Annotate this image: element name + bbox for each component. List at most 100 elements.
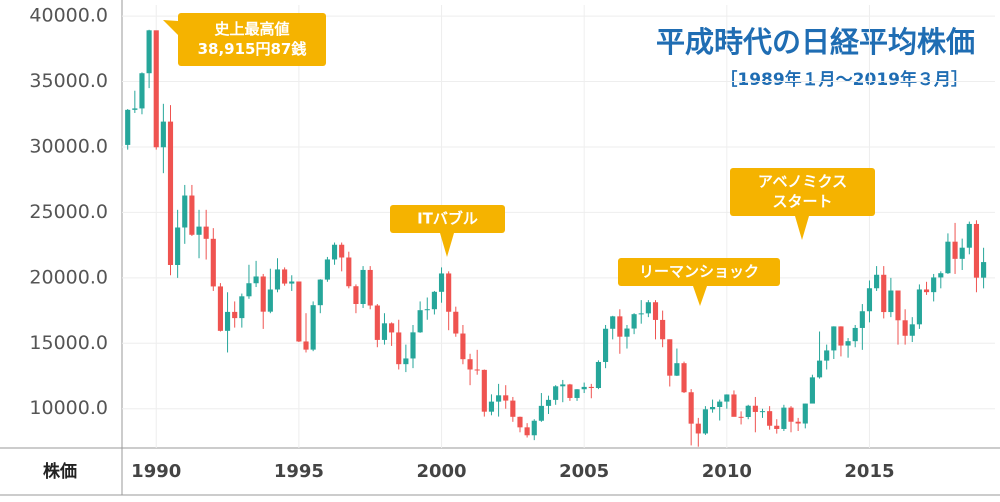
candle-body [916, 289, 922, 325]
candle-body [282, 269, 288, 284]
candle-body [481, 369, 487, 412]
candle-body [324, 259, 330, 280]
candle-body [895, 290, 901, 321]
candle-body [289, 281, 295, 284]
candle-body [274, 269, 281, 290]
candle-body [389, 323, 395, 333]
candle-body [189, 195, 195, 235]
candle-body [581, 386, 587, 390]
candle-body [802, 403, 808, 424]
candle-body [453, 311, 459, 334]
callout-box [730, 168, 875, 216]
candle-body [738, 416, 744, 418]
candle-body [567, 384, 573, 398]
callout-box [618, 258, 780, 286]
candle-body [881, 274, 887, 313]
candle-body [175, 227, 181, 265]
candle-body [538, 405, 544, 421]
candle-body [167, 121, 174, 265]
callout: 史上最高値 38,915円87銭 [163, 13, 326, 66]
callout-pointer [693, 286, 707, 306]
y-tick-label: 30000.0 [29, 135, 108, 157]
candle-body [781, 407, 787, 429]
candle-body [588, 386, 594, 389]
candle-body [125, 109, 131, 145]
candle-body [603, 328, 609, 362]
candle-body [545, 399, 552, 406]
candle-body [232, 311, 238, 319]
candle-body [410, 332, 416, 359]
callout-text: リーマンショック [639, 263, 759, 281]
candle-body [859, 311, 865, 328]
candle-body [774, 425, 780, 429]
x-tick-label: 1995 [274, 461, 324, 482]
callout-text: 38,915円87銭 [198, 40, 307, 58]
y-tick-label: 35000.0 [29, 70, 108, 92]
candle-body [182, 195, 188, 228]
candle-body [816, 360, 823, 378]
candle-body [809, 377, 815, 404]
candle-body [631, 314, 637, 329]
y-tick-label: 25000.0 [29, 201, 108, 223]
candle-body [224, 311, 231, 331]
candle-body [310, 305, 316, 350]
candle-body [367, 269, 373, 306]
candle-body [560, 384, 566, 387]
y-tick-label: 40000.0 [29, 5, 108, 27]
candle-body [595, 361, 602, 389]
callout-pointer [163, 20, 178, 35]
candle-body [838, 326, 844, 346]
callout: リーマンショック [618, 258, 780, 306]
candle-body [303, 341, 309, 350]
candle-body [531, 420, 537, 436]
candle-body [674, 363, 680, 376]
x-tick-label: 2000 [416, 461, 466, 482]
callout-box [178, 13, 326, 66]
candle-body [396, 332, 402, 365]
candle-body [488, 401, 495, 412]
candle-body [239, 296, 245, 319]
callout-box [390, 205, 505, 233]
candle-body [132, 108, 138, 110]
candle-body [203, 226, 209, 239]
candle-body [681, 363, 687, 393]
callout-text: ITバブル [417, 210, 478, 228]
candle-body [460, 333, 466, 360]
candle-body [952, 241, 958, 259]
candle-body [888, 290, 894, 313]
y-tick-label: 20000.0 [29, 266, 108, 288]
candle-body [688, 392, 694, 424]
candle-body [759, 411, 766, 413]
candle-body [438, 273, 445, 292]
candle-body [139, 73, 145, 109]
candle-body [959, 247, 965, 259]
candle-body [866, 288, 873, 312]
candle-body [795, 421, 801, 424]
candle-body [381, 323, 388, 340]
candle-body [317, 279, 323, 306]
candle-body [610, 316, 616, 329]
candle-body [767, 411, 773, 426]
candle-body [160, 121, 166, 148]
candle-body [503, 395, 509, 401]
candle-body [717, 401, 723, 407]
candle-body [246, 283, 252, 297]
x-tick-label: 2010 [702, 461, 752, 482]
candle-body [938, 273, 944, 278]
candle-body [431, 291, 437, 310]
candle-body [645, 302, 651, 314]
chart-subtitle: ［1989年１月〜2019年３月］ [720, 69, 968, 90]
x-tick-label: 1990 [131, 461, 181, 482]
candle-body [981, 262, 987, 278]
candle-body [945, 241, 951, 274]
candle-body [909, 324, 915, 336]
candle-body [731, 394, 737, 417]
x-tick-label: 2005 [559, 461, 609, 482]
candle-body [745, 405, 751, 417]
x-tick-label: 2015 [844, 461, 894, 482]
candle-body [424, 309, 430, 311]
callout-text: スタート [772, 193, 832, 211]
